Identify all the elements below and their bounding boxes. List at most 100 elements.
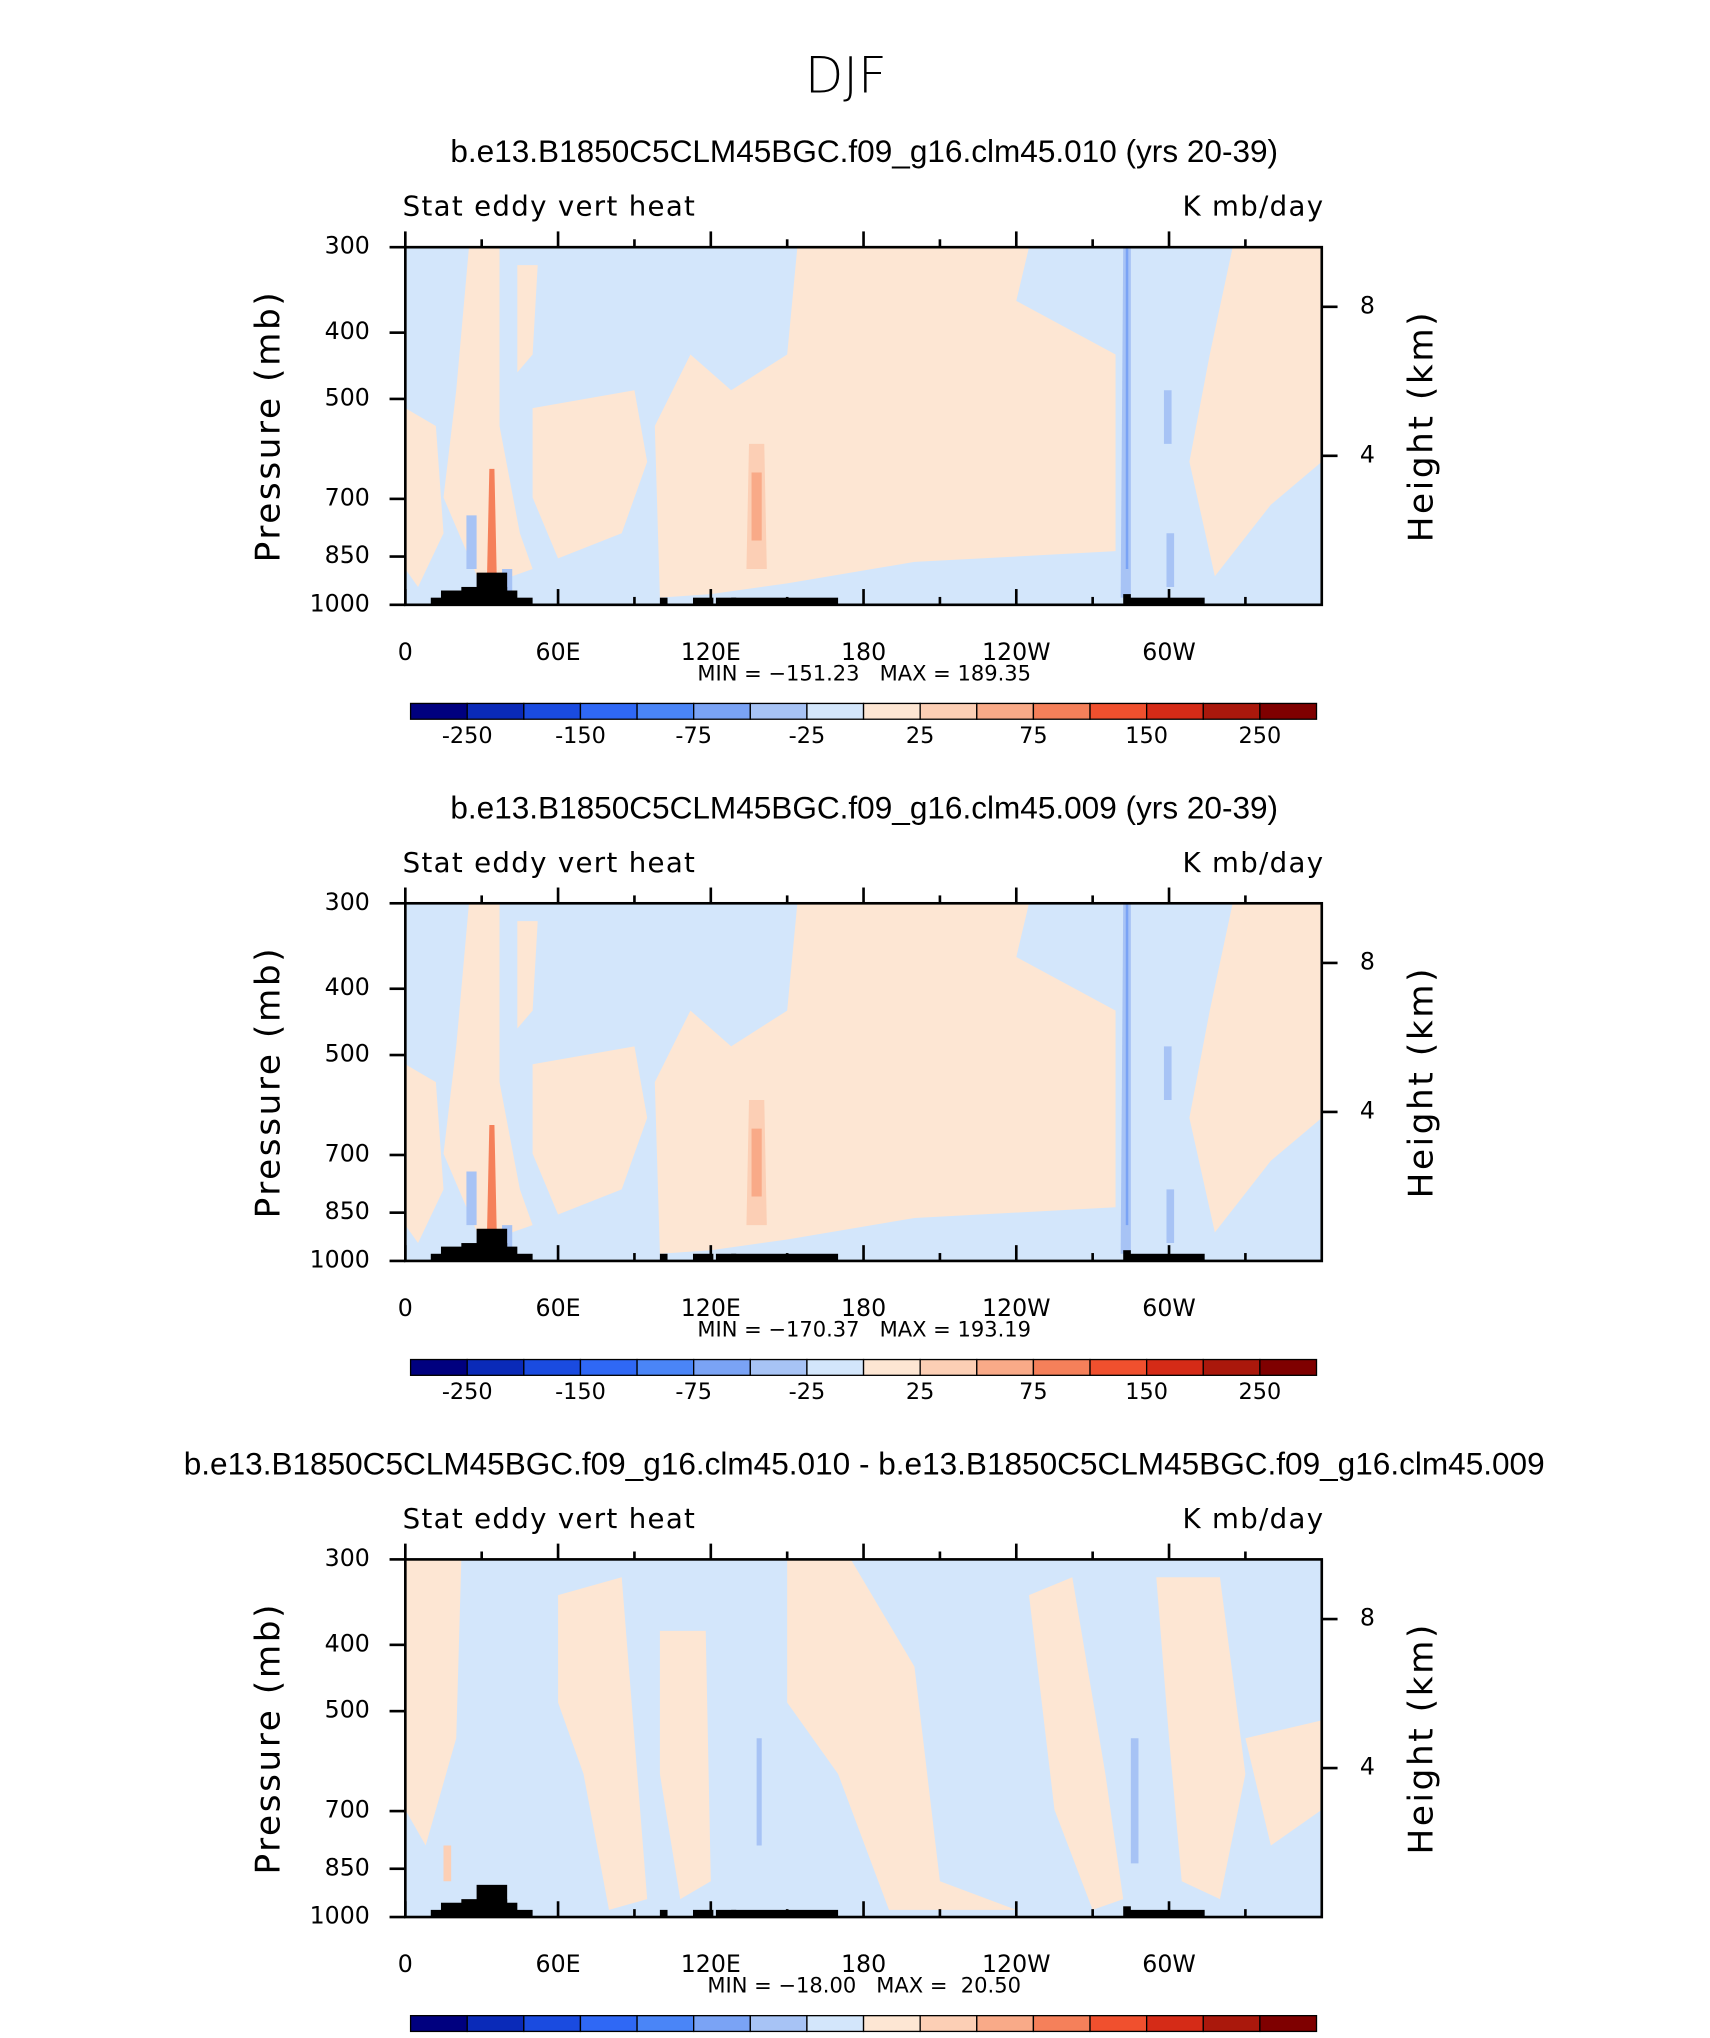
colorbar-label: 150	[1125, 1379, 1168, 1405]
x-tick-label: 180	[841, 1950, 886, 1978]
colorbar-box	[976, 702, 1035, 720]
y2-tick-label: 4	[1360, 1753, 1375, 1781]
y2-axis-label: Height (km)	[1402, 1622, 1442, 1855]
colorbar-box	[1089, 1358, 1148, 1376]
colorbar-box	[919, 1358, 978, 1376]
field-region	[558, 1577, 648, 1910]
x-tick-label: 60E	[536, 1294, 581, 1322]
field-region	[486, 1125, 497, 1244]
field-region	[443, 247, 533, 587]
field-region	[1166, 533, 1175, 587]
colorbar-box	[693, 702, 751, 720]
colorbar-box	[1202, 702, 1261, 720]
y-axis-label: Pressure (mb)	[248, 290, 288, 563]
colorbar-box	[579, 1358, 638, 1376]
colorbar-label: -75	[675, 1379, 712, 1405]
topography	[1128, 597, 1205, 605]
colorbar-box	[1089, 2014, 1148, 2033]
y-axis-label: Pressure (mb)	[248, 1602, 288, 1875]
topography	[1123, 1906, 1131, 1918]
topography	[731, 597, 839, 605]
left-label: Stat eddy vert heat	[403, 190, 697, 223]
colorbar-label: 250	[1239, 723, 1282, 749]
colorbar-label: 75	[1019, 1379, 1047, 1405]
colorbar-box	[579, 702, 638, 720]
topography	[692, 1909, 714, 1918]
colorbar-label: -250	[442, 1379, 493, 1405]
y2-tick-label: 8	[1360, 947, 1375, 975]
field-region	[405, 1064, 444, 1244]
colorbar-box	[976, 2014, 1035, 2033]
field-region	[466, 1171, 477, 1226]
colorbar-box	[806, 2014, 865, 2033]
colorbar-box	[579, 2014, 638, 2033]
field-region	[787, 1559, 1017, 1910]
y-tick-label: 850	[325, 1853, 370, 1881]
colorbar-label: -150	[555, 723, 606, 749]
right-label: K mb/day	[1182, 1502, 1324, 1535]
x-tick-label: 0	[398, 638, 413, 666]
topography	[659, 597, 668, 605]
topography	[659, 1909, 668, 1918]
x-tick-label: 120W	[982, 1950, 1051, 1978]
y2-axis-label: Height (km)	[1402, 966, 1442, 1199]
y-tick-label: 300	[325, 1544, 370, 1572]
colorbar-box	[409, 2014, 468, 2033]
field-region	[1125, 247, 1129, 570]
field-region	[405, 408, 444, 587]
colorbar-label: 80	[1189, 2035, 1217, 2038]
topography	[1128, 1909, 1205, 1918]
topography	[692, 597, 714, 605]
field-region	[532, 390, 648, 559]
field-region	[1163, 1046, 1172, 1100]
topography	[659, 1253, 668, 1261]
field-region	[751, 1128, 762, 1197]
colorbar-box	[1145, 2014, 1204, 2033]
colorbar-box	[466, 702, 525, 720]
colorbar-label: -80	[506, 2035, 543, 2038]
field-region	[532, 1046, 648, 1215]
y2-axis-label: Height (km)	[1402, 310, 1442, 543]
topography	[1123, 594, 1131, 605]
colorbar-box	[806, 702, 865, 720]
field-region	[517, 921, 538, 1029]
x-tick-label: 60W	[1142, 1294, 1196, 1322]
y-tick-label: 400	[325, 317, 370, 345]
colorbar-label: 250	[1239, 1379, 1282, 1405]
y-tick-label: 700	[325, 1139, 370, 1167]
colorbar-box	[919, 702, 978, 720]
topography	[715, 1909, 737, 1918]
topography	[1123, 1250, 1131, 1261]
x-tick-label: 0	[398, 1950, 413, 1978]
field-region	[1189, 247, 1322, 577]
colorbar-label: 25	[906, 1379, 934, 1405]
colorbar-label: 40	[1076, 2035, 1104, 2038]
colorbar-box	[862, 702, 921, 720]
colorbar-box	[409, 702, 468, 720]
colorbar-box	[806, 1358, 865, 1376]
x-tick-label: 0	[398, 1294, 413, 1322]
field-region	[1163, 390, 1172, 444]
field-region	[1130, 1738, 1139, 1864]
panel: b.e13.B1850C5CLM45BGC.f09_g16.clm45.010 …	[184, 1445, 1545, 2038]
colorbar-box	[976, 1358, 1035, 1376]
y2-tick-label: 4	[1360, 1096, 1375, 1124]
panel-title: b.e13.B1850C5CLM45BGC.f09_g16.clm45.009 …	[450, 789, 1278, 825]
colorbar-box	[1202, 2014, 1261, 2033]
colorbar-label: 75	[1019, 723, 1047, 749]
field-region	[654, 247, 1116, 598]
colorbar-box	[523, 1358, 582, 1376]
right-label: K mb/day	[1182, 846, 1324, 879]
y-tick-label: 500	[325, 1040, 370, 1068]
min-max: MIN = −18.00 MAX = 20.50	[707, 1973, 1021, 1998]
topography	[692, 1253, 714, 1261]
colorbar-label: -25	[789, 1379, 826, 1405]
colorbar-box	[1145, 702, 1204, 720]
field-region	[466, 515, 477, 570]
x-tick-label: 120W	[982, 638, 1051, 666]
colorbar-box	[749, 2014, 808, 2033]
colorbar-label: -25	[789, 723, 826, 749]
colorbar-label: 25	[906, 723, 934, 749]
topography	[715, 1253, 737, 1261]
x-tick-label: 120E	[681, 1294, 741, 1322]
